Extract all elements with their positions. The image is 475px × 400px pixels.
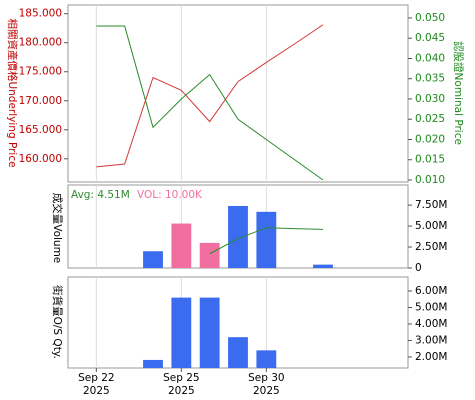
- tick-label: 5.00M: [415, 220, 447, 232]
- panel-frame: [67, 4, 409, 183]
- tick-label: 3.00M: [415, 334, 447, 346]
- line: [209, 227, 324, 255]
- bar: [256, 350, 277, 368]
- tick-label: 170.000: [19, 95, 62, 107]
- bar: [256, 211, 277, 268]
- tick-label: 0.015: [415, 154, 445, 166]
- line: [96, 25, 324, 181]
- tick-label: 7.50M: [415, 199, 447, 211]
- y-axis-title: 街貨量O/S Qty.: [51, 285, 64, 359]
- bar: [199, 297, 220, 368]
- tick-label: 0.050: [415, 12, 445, 24]
- tick-label: 175.000: [19, 66, 62, 78]
- bar: [143, 359, 163, 368]
- tick-label: 2.00M: [415, 351, 447, 363]
- y2-axis-title: 認股證Nominal Price: [452, 41, 465, 145]
- tick-label: 165.000: [19, 124, 62, 136]
- tick-label: 0.045: [415, 32, 445, 44]
- tick-label: 180.000: [19, 37, 62, 49]
- x-tick-label: Sep 22 2025: [78, 372, 115, 397]
- legend-label: VOL: 10.00K: [137, 189, 203, 201]
- bar: [228, 205, 248, 268]
- tick-label: 0.035: [415, 73, 445, 85]
- tick-label: 0.025: [415, 113, 445, 125]
- y-axis-title: 相關資產價格Underlying Price: [6, 18, 19, 167]
- tick-label: 6.00M: [415, 285, 447, 297]
- bar: [171, 223, 192, 268]
- tick-label: 0.030: [415, 93, 445, 105]
- tick-label: 2.50M: [415, 241, 447, 253]
- bar: [143, 251, 163, 268]
- legend-label: Avg: 4.51M: [71, 189, 130, 201]
- bar: [199, 242, 220, 268]
- tick-label: 0.040: [415, 52, 445, 64]
- bar: [171, 297, 192, 368]
- tick-label: 185.000: [19, 8, 62, 20]
- tick-label: 0: [415, 262, 422, 274]
- tick-label: 0.010: [415, 174, 445, 186]
- x-tick-label: Sep 25 2025: [163, 372, 200, 397]
- x-tick-label: Sep 30 2025: [248, 372, 285, 397]
- line: [96, 24, 324, 168]
- tick-label: 4.00M: [415, 318, 447, 330]
- y-axis-title: 成交量Volume: [51, 193, 64, 264]
- bar: [228, 337, 248, 368]
- bar: [313, 264, 333, 268]
- tick-label: 5.00M: [415, 301, 447, 313]
- tick-label: 0.020: [415, 133, 445, 145]
- tick-label: 160.000: [19, 153, 62, 165]
